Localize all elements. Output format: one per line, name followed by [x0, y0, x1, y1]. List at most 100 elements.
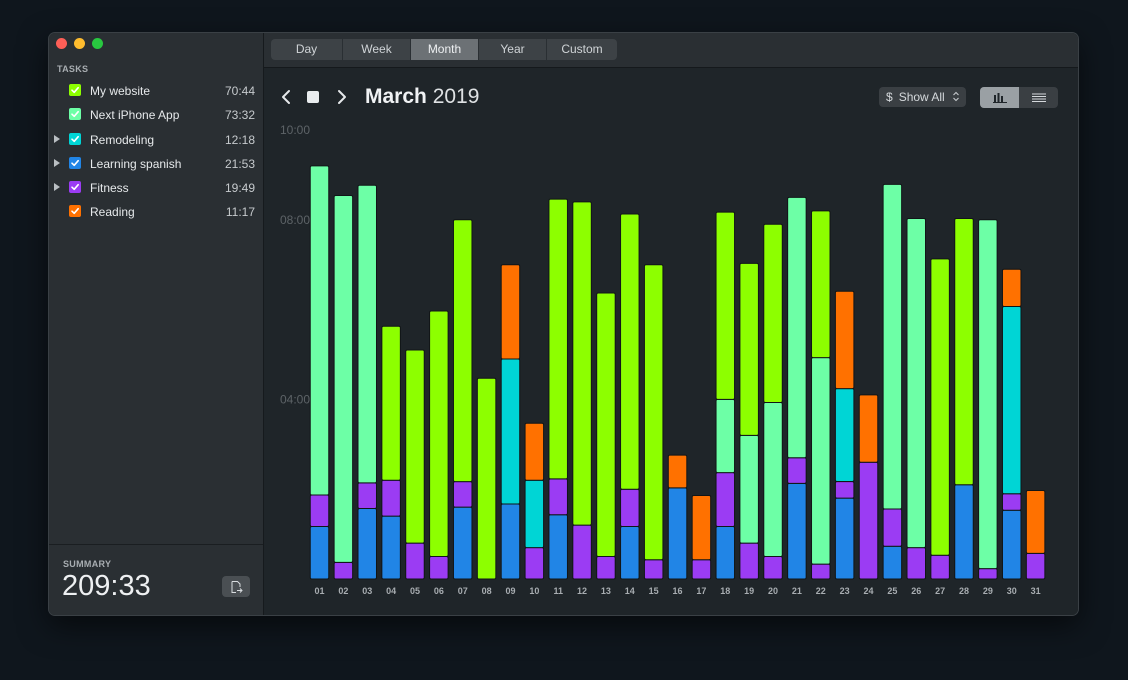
tab-week[interactable]: Week	[343, 39, 411, 60]
bar-segment[interactable]	[715, 398, 736, 474]
tab-custom[interactable]: Custom	[561, 42, 603, 56]
bar-segment[interactable]	[548, 198, 568, 480]
bar-segment[interactable]	[882, 545, 903, 580]
bar-segment[interactable]	[978, 219, 998, 570]
bar-segment[interactable]	[811, 563, 831, 580]
list-view-button[interactable]	[1019, 87, 1058, 108]
bar-segment[interactable]	[452, 481, 473, 508]
task-checkbox[interactable]	[69, 84, 81, 96]
bar-segment[interactable]	[739, 262, 759, 436]
bar-segment[interactable]	[691, 559, 712, 580]
bar-segment[interactable]	[524, 422, 545, 481]
bar-segment[interactable]	[405, 349, 425, 544]
task-row[interactable]: My website 70:44	[49, 79, 263, 103]
bar-segment[interactable]	[1025, 490, 1046, 554]
bar-segment[interactable]	[357, 482, 377, 510]
project-filter-dropdown[interactable]: $ Show All	[879, 87, 966, 107]
bar-segment[interactable]	[548, 514, 568, 580]
bar-segment[interactable]	[309, 525, 330, 580]
bar-segment[interactable]	[500, 503, 521, 580]
bar-segment[interactable]	[834, 481, 855, 499]
task-row[interactable]: Next iPhone App 73:32	[49, 103, 263, 127]
bar-segment[interactable]	[620, 488, 640, 527]
task-row[interactable]: Remodeling 12:18	[49, 128, 263, 152]
bar-segment[interactable]	[930, 554, 950, 580]
bar-segment[interactable]	[476, 377, 497, 580]
task-row[interactable]: Fitness 19:49	[49, 176, 263, 200]
bar-segment[interactable]	[834, 388, 855, 483]
tab-year[interactable]: Year	[479, 39, 547, 60]
close-window-button[interactable]	[56, 38, 67, 49]
task-checkbox[interactable]	[69, 181, 81, 194]
bar-segment[interactable]	[1001, 493, 1022, 511]
bar-segment[interactable]	[715, 472, 736, 527]
bar-segment[interactable]	[787, 482, 807, 580]
bar-segment[interactable]	[620, 213, 640, 490]
bar-segment[interactable]	[811, 210, 831, 359]
bar-segment[interactable]	[739, 542, 759, 580]
bar-segment[interactable]	[333, 561, 354, 580]
bar-segment[interactable]	[954, 217, 974, 486]
bar-segment[interactable]	[978, 568, 998, 580]
stop-button[interactable]	[307, 91, 319, 103]
bar-segment[interactable]	[452, 506, 473, 580]
bar-segment[interactable]	[643, 264, 664, 561]
bar-segment[interactable]	[405, 542, 425, 580]
bar-segment[interactable]	[643, 559, 664, 580]
bar-segment[interactable]	[524, 479, 545, 549]
bar-segment[interactable]	[811, 357, 831, 565]
bar-segment[interactable]	[787, 196, 807, 459]
bar-segment[interactable]	[620, 525, 640, 580]
bar-segment[interactable]	[667, 487, 688, 580]
task-checkbox[interactable]	[69, 205, 81, 218]
bar-segment[interactable]	[858, 461, 879, 580]
bar-segment[interactable]	[429, 556, 449, 580]
task-checkbox[interactable]	[69, 132, 81, 145]
bar-segment[interactable]	[524, 547, 545, 580]
bar-segment[interactable]	[882, 508, 903, 547]
minimize-window-button[interactable]	[74, 38, 85, 49]
bar-segment[interactable]	[763, 402, 783, 558]
bar-segment[interactable]	[357, 184, 377, 484]
task-row[interactable]: Learning spanish 21:53	[49, 152, 263, 176]
bar-segment[interactable]	[548, 478, 568, 516]
task-row[interactable]: Reading 11:17	[49, 200, 263, 224]
bar-segment[interactable]	[596, 556, 616, 580]
bar-segment[interactable]	[381, 515, 401, 580]
bar-segment[interactable]	[930, 258, 950, 556]
bar-segment[interactable]	[858, 394, 879, 463]
bar-segment[interactable]	[500, 358, 521, 505]
bar-segment[interactable]	[500, 264, 521, 360]
bar-segment[interactable]	[572, 201, 592, 526]
tab-day[interactable]: Day	[271, 39, 343, 60]
disclosure-arrow-icon[interactable]	[54, 158, 60, 167]
bar-segment[interactable]	[309, 494, 330, 527]
bar-segment[interactable]	[572, 524, 592, 580]
bar-segment[interactable]	[357, 508, 377, 580]
bar-segment[interactable]	[834, 497, 855, 580]
disclosure-arrow-icon[interactable]	[54, 183, 60, 192]
zoom-window-button[interactable]	[92, 38, 103, 49]
task-checkbox[interactable]	[69, 156, 81, 169]
bar-segment[interactable]	[763, 223, 783, 404]
next-period-button[interactable]	[336, 89, 348, 105]
bar-segment[interactable]	[882, 183, 903, 510]
bar-segment[interactable]	[1001, 305, 1022, 495]
bar-segment[interactable]	[906, 547, 926, 580]
bar-segment[interactable]	[429, 310, 449, 558]
bar-segment[interactable]	[309, 165, 330, 496]
bar-segment[interactable]	[1001, 268, 1022, 307]
bar-segment[interactable]	[906, 217, 926, 549]
bar-segment[interactable]	[954, 484, 974, 580]
bar-segment[interactable]	[1025, 552, 1046, 580]
bar-segment[interactable]	[381, 479, 401, 517]
bar-chart-view-button[interactable]	[980, 87, 1019, 108]
task-checkbox[interactable]	[69, 108, 81, 121]
bar-segment[interactable]	[715, 211, 736, 400]
bar-segment[interactable]	[834, 290, 855, 390]
export-button[interactable]	[222, 576, 250, 597]
bar-segment[interactable]	[715, 525, 736, 580]
bar-segment[interactable]	[452, 219, 473, 483]
bar-segment[interactable]	[787, 457, 807, 484]
bar-segment[interactable]	[1001, 509, 1022, 580]
